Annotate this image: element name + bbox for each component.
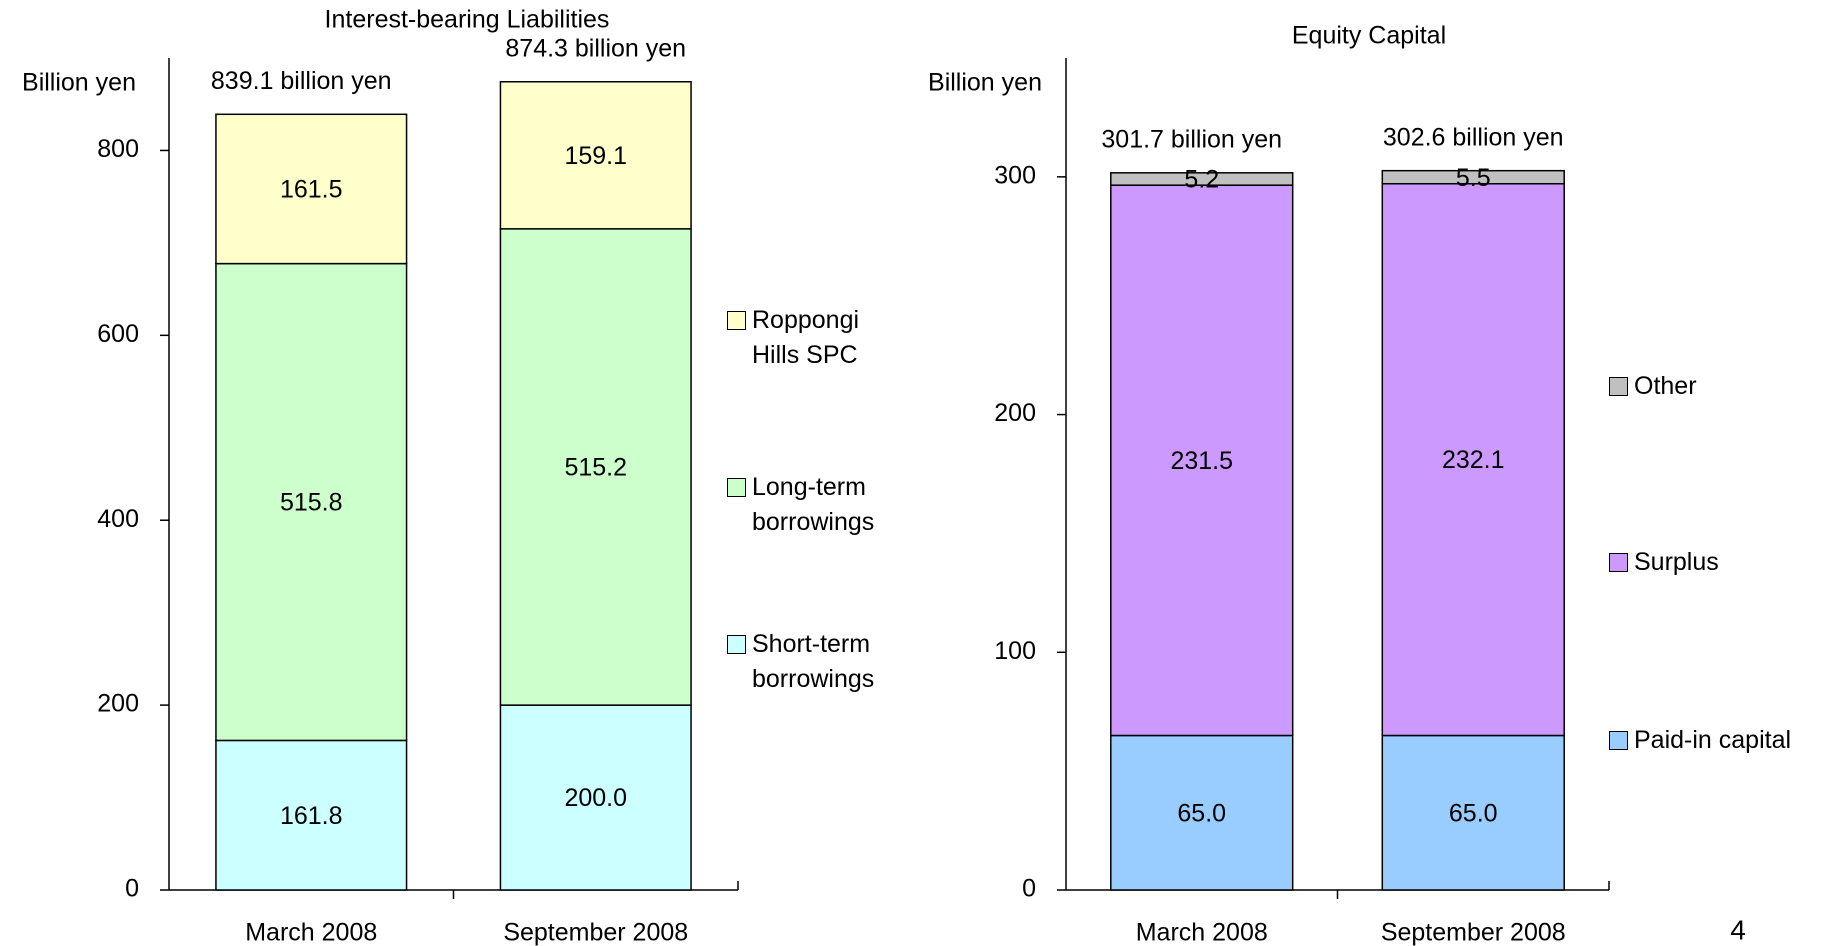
bar-segment <box>1110 734 1294 891</box>
data-label: 5.2 <box>1184 166 1219 194</box>
y-tick-label: 200 <box>994 399 1036 427</box>
data-label: 161.5 <box>280 176 343 204</box>
y-tick-label: 100 <box>994 637 1036 665</box>
data-label: 65.0 <box>1449 799 1498 827</box>
legend-label: Paid-in capital <box>1634 726 1792 754</box>
x-tick-label: March 2008 <box>1136 919 1268 946</box>
bar-segment <box>1381 734 1565 891</box>
legend-swatch <box>1609 553 1628 572</box>
chart-title: Interest-bearing Liabilities <box>325 6 610 34</box>
legend-item: Other <box>1609 369 1823 404</box>
data-label: 232.1 <box>1442 446 1505 474</box>
y-axis-label: Billion yen <box>928 69 1042 97</box>
legend-item: Roppongi Hills SPC <box>727 303 877 373</box>
legend-swatch <box>727 478 746 497</box>
legend-label: Surplus <box>1634 548 1719 576</box>
x-tick-label: September 2008 <box>503 919 688 946</box>
data-label: 515.2 <box>564 454 627 482</box>
page-number: 4 <box>1730 914 1746 945</box>
legend-item: Long-term borrowings <box>727 470 947 540</box>
legend-swatch <box>727 635 746 654</box>
total-label: 302.6 billion yen <box>1383 123 1564 151</box>
y-tick-label: 400 <box>97 505 139 533</box>
bar-segment <box>499 228 692 706</box>
bar-segment <box>1110 172 1294 186</box>
chart-title: Equity Capital <box>1292 22 1446 50</box>
data-label: 231.5 <box>1170 447 1233 475</box>
bar-segment <box>499 704 692 891</box>
legend-label: Other <box>1634 372 1697 400</box>
y-tick-label: 0 <box>125 875 139 903</box>
y-axis-label: Billion yen <box>22 69 136 97</box>
y-tick-label: 200 <box>97 690 139 718</box>
bar-segment <box>215 113 408 265</box>
total-label: 874.3 billion yen <box>505 34 686 62</box>
bar-segment <box>215 739 408 891</box>
bar-segment <box>499 81 692 230</box>
bar-segment <box>1110 184 1294 737</box>
legend-label: Short-term borrowings <box>752 630 875 693</box>
legend-item: Paid-in capital <box>1609 723 1823 758</box>
data-label: 159.1 <box>564 142 627 170</box>
y-tick-label: 800 <box>97 135 139 163</box>
legend-label: Roppongi Hills SPC <box>752 306 860 369</box>
bar-segment <box>1381 169 1565 185</box>
legend-swatch <box>1609 377 1628 396</box>
y-tick-label: 300 <box>994 161 1036 189</box>
total-label: 301.7 billion yen <box>1101 125 1282 153</box>
data-label: 65.0 <box>1177 799 1226 827</box>
x-tick-label: September 2008 <box>1381 919 1566 946</box>
y-tick-label: 600 <box>97 320 139 348</box>
y-tick-label: 0 <box>1022 875 1036 903</box>
data-label: 161.8 <box>280 802 343 830</box>
data-label: 5.5 <box>1456 164 1491 192</box>
legend-item: Surplus <box>1609 545 1823 580</box>
legend-item: Short-term borrowings <box>727 627 947 697</box>
legend-swatch <box>727 311 746 330</box>
bar-segment <box>1381 183 1565 737</box>
legend-swatch <box>1609 731 1628 750</box>
data-label: 200.0 <box>564 784 627 812</box>
x-tick-label: March 2008 <box>245 919 377 946</box>
total-label: 839.1 billion yen <box>211 67 392 95</box>
data-label: 515.8 <box>280 489 343 517</box>
legend-label: Long-term borrowings <box>752 473 875 536</box>
bar-segment <box>215 262 408 742</box>
